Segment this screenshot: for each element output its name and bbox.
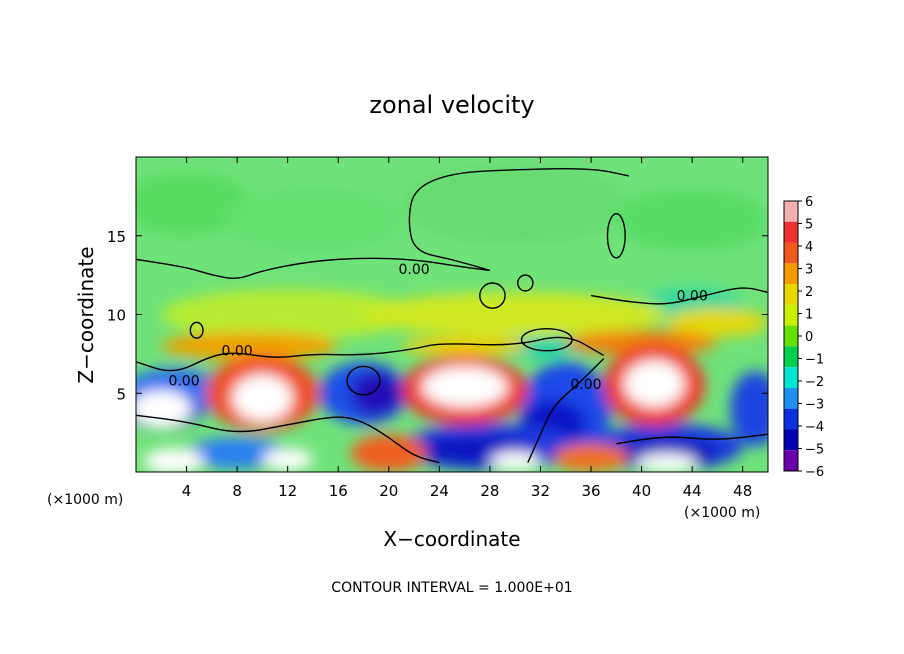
x-tick-label-11: 48 — [733, 482, 752, 500]
colorbar-label-9: −3 — [805, 398, 824, 413]
x-tick-label-2: 12 — [278, 482, 297, 500]
x-unit-left: (×1000 m) — [47, 492, 123, 508]
contour-label-0: 0.00 — [398, 262, 429, 278]
contour-interval-note: CONTOUR INTERVAL = 1.000E+01 — [331, 580, 572, 596]
zero-contour-5 — [136, 414, 440, 464]
velocity-blob-33 — [143, 448, 205, 472]
colorbar-label-11: −5 — [805, 443, 824, 458]
colorbar-label-7: −1 — [805, 353, 824, 368]
contour-label-4: 0.00 — [570, 377, 601, 393]
closed-contour-2 — [606, 212, 626, 259]
x-tick-label-3: 16 — [329, 482, 348, 500]
colorbar: 6 5 4 3 2 1 0 −1 −2 −3 −4 −5 −6 — [783, 195, 824, 480]
velocity-blob-8 — [666, 308, 768, 337]
x-tick-label-7: 32 — [531, 482, 550, 500]
colorbar-swatch-11 — [784, 429, 798, 451]
colorbar-label-2: 4 — [805, 240, 813, 255]
closed-contour-5 — [520, 327, 573, 352]
x-tick-label-4: 20 — [379, 482, 398, 500]
velocity-blob-7 — [363, 292, 667, 337]
zero-contour-3 — [136, 336, 605, 372]
closed-contour-0 — [479, 282, 506, 309]
closed-contour-3 — [189, 321, 204, 339]
colorbar-swatch-12 — [784, 450, 798, 471]
colorbar-label-0: 6 — [805, 195, 813, 210]
x-tick-label-9: 40 — [632, 482, 651, 500]
zero-contour-2 — [590, 287, 768, 305]
zero-contour-4 — [527, 358, 605, 463]
colorbar-swatch-7 — [784, 346, 798, 368]
velocity-blob-1 — [224, 188, 402, 252]
x-axis-ticks: 4 8 12 16 20 24 28 32 36 40 44 48 — [182, 157, 752, 500]
x-tick-label-1: 8 — [232, 482, 242, 500]
x-tick-label-5: 24 — [430, 482, 449, 500]
colorbar-swatch-8 — [784, 367, 798, 388]
x-tick-label-6: 28 — [480, 482, 499, 500]
y-axis-label: Z−coordinate — [74, 246, 98, 383]
velocity-blob-28 — [553, 443, 629, 472]
zero-contour-6 — [616, 433, 768, 445]
velocity-blob-15 — [350, 371, 402, 416]
velocity-blob-32 — [623, 360, 685, 408]
closed-contour-4 — [346, 365, 381, 396]
velocity-blob-11 — [401, 336, 528, 356]
velocity-blob-6 — [161, 289, 415, 340]
colorbar-label-1: 5 — [805, 218, 813, 233]
velocity-blob-0 — [136, 172, 250, 236]
x-tick-label-8: 36 — [581, 482, 600, 500]
velocity-blob-23 — [186, 437, 288, 469]
x-axis-label: X−coordinate — [383, 527, 520, 551]
colorbar-label-5: 1 — [805, 308, 813, 323]
contour-labels: 0.00 0.00 0.00 0.00 0.00 — [168, 262, 707, 393]
colorbar-label-12: −6 — [805, 465, 824, 480]
velocity-blob-10 — [565, 330, 718, 356]
velocity-blob-27 — [350, 434, 427, 472]
zero-contours — [136, 167, 768, 464]
colorbar-swatch-9 — [784, 387, 798, 409]
colorbar-label-8: −2 — [805, 375, 824, 390]
contour-label-2: 0.00 — [222, 344, 253, 360]
zero-contour-1 — [408, 167, 630, 272]
zero-contour-0 — [136, 257, 491, 279]
y-tick-label-2: 15 — [107, 228, 126, 246]
x-unit-right: (×1000 m) — [684, 505, 760, 521]
velocity-blob-31 — [421, 366, 508, 408]
velocity-blob-9 — [161, 331, 339, 361]
colorbar-label-6: 0 — [805, 330, 813, 345]
velocity-blob-2 — [401, 164, 629, 244]
x-tick-label-0: 4 — [182, 482, 192, 500]
colorbar-swatch-1 — [784, 221, 798, 243]
colorbar-swatch-6 — [784, 325, 798, 347]
colorbar-label-10: −4 — [805, 420, 824, 435]
contour-label-1: 0.00 — [677, 289, 708, 305]
colorbar-label-3: 3 — [805, 263, 813, 278]
velocity-blob-35 — [636, 453, 698, 472]
velocity-blob-29 — [136, 390, 192, 428]
chart-title: zonal velocity — [369, 91, 534, 119]
colorbar-swatch-0 — [784, 201, 798, 222]
colorbar-label-4: 2 — [805, 285, 813, 300]
velocity-blob-34 — [262, 448, 313, 471]
y-tick-label-0: 5 — [116, 385, 126, 403]
colorbar-swatch-4 — [784, 284, 798, 305]
y-tick-label-1: 10 — [107, 307, 126, 325]
contour-label-3: 0.00 — [168, 374, 199, 390]
y-axis-ticks: 5 10 15 — [107, 228, 768, 403]
velocity-blob-22 — [730, 371, 768, 447]
velocity-field — [136, 164, 768, 472]
colorbar-swatch-2 — [784, 242, 798, 264]
velocity-blob-30 — [232, 374, 293, 422]
colorbar-swatch-3 — [784, 263, 798, 285]
x-tick-label-10: 44 — [683, 482, 702, 500]
velocity-blob-3 — [616, 188, 768, 252]
closed-contour-1 — [517, 274, 534, 292]
velocity-blob-36 — [489, 451, 541, 471]
colorbar-swatch-5 — [784, 304, 798, 326]
plot-area — [136, 157, 768, 472]
colorbar-swatch-10 — [784, 408, 798, 430]
